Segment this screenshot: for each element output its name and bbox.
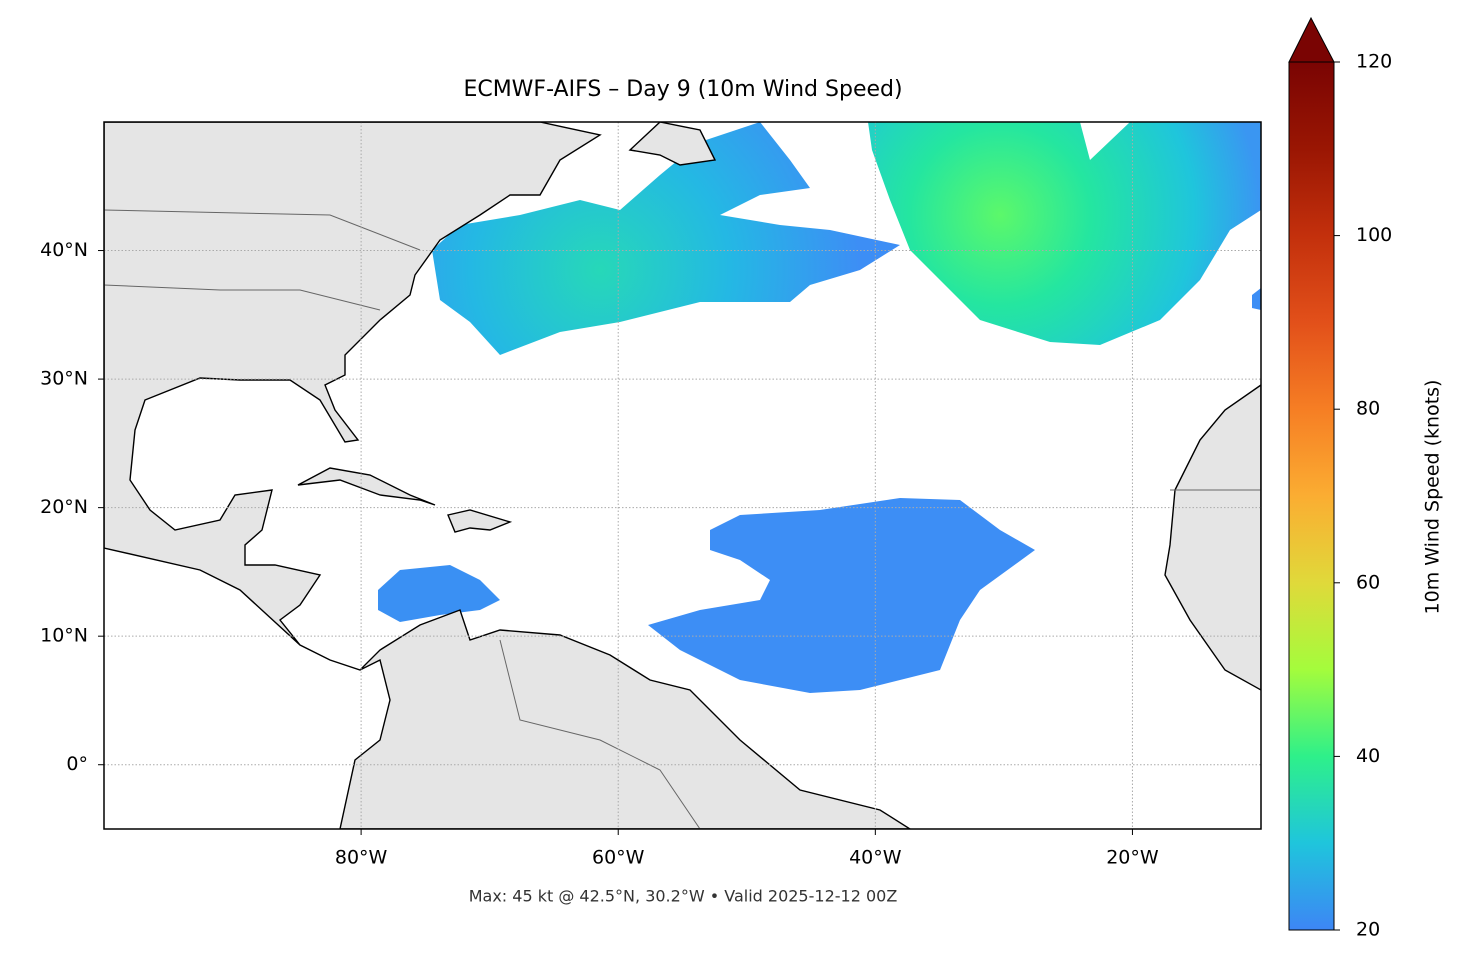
y-tick-label: 0° bbox=[66, 753, 88, 775]
footnote: Max: 45 kt @ 42.5°N, 30.2°W • Valid 2025… bbox=[469, 887, 898, 906]
colorbar-tick-label: 60 bbox=[1356, 571, 1380, 593]
wind-field bbox=[648, 498, 1035, 693]
border bbox=[104, 209, 421, 251]
y-tick-label: 10°N bbox=[40, 625, 88, 647]
wind-field bbox=[378, 565, 500, 622]
wind-field bbox=[432, 122, 900, 355]
chart-title: ECMWF-AIFS – Day 9 (10m Wind Speed) bbox=[463, 77, 902, 102]
map bbox=[104, 122, 1261, 829]
colorbar-label: 10m Wind Speed (knots) bbox=[1422, 380, 1444, 615]
land bbox=[447, 509, 513, 533]
y-tick-label: 30°N bbox=[40, 368, 88, 390]
y-tick-label: 20°N bbox=[40, 496, 88, 518]
colorbar-tick-label: 120 bbox=[1356, 51, 1392, 73]
land bbox=[297, 467, 436, 506]
land bbox=[104, 122, 912, 829]
map-frame bbox=[103, 121, 1262, 830]
x-tick-label: 80°W bbox=[335, 847, 388, 869]
y-tick-label: 40°N bbox=[40, 239, 88, 261]
colorbar-extension bbox=[1288, 16, 1335, 63]
colorbar-tick-label: 20 bbox=[1356, 919, 1380, 941]
x-tick-label: 40°W bbox=[849, 847, 902, 869]
border bbox=[499, 639, 701, 829]
land bbox=[1164, 384, 1261, 691]
border bbox=[104, 284, 381, 311]
land bbox=[628, 122, 717, 166]
colorbar-tick-label: 100 bbox=[1356, 224, 1392, 246]
x-tick-label: 20°W bbox=[1106, 847, 1159, 869]
colorbar-tick-label: 40 bbox=[1356, 745, 1380, 767]
x-tick-label: 60°W bbox=[592, 847, 645, 869]
wind-field bbox=[868, 122, 1261, 345]
colorbar bbox=[1288, 61, 1335, 931]
colorbar-tick-label: 80 bbox=[1356, 398, 1380, 420]
wind-field bbox=[1252, 288, 1261, 310]
